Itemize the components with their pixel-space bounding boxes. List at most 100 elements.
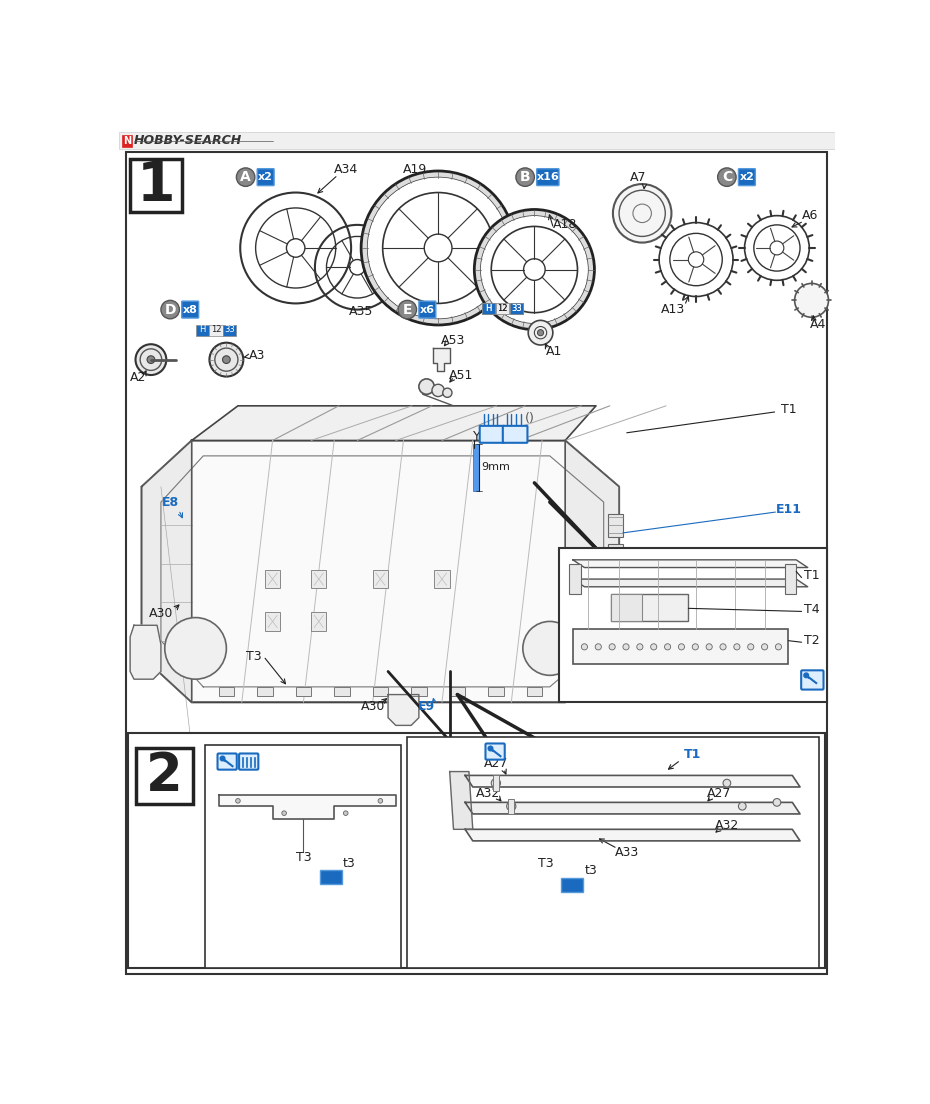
Circle shape	[678, 644, 684, 650]
Text: A7: A7	[630, 171, 646, 183]
Text: A19: A19	[403, 163, 427, 176]
Bar	[493, 775, 499, 790]
Bar	[373, 570, 388, 588]
Text: HOBBY-SEARCH: HOBBY-SEARCH	[134, 135, 242, 148]
Text: E: E	[403, 302, 412, 317]
Text: (: (	[525, 413, 530, 425]
Text: 33: 33	[511, 304, 522, 312]
Text: T3: T3	[538, 858, 553, 870]
Bar	[496, 304, 509, 315]
Text: x2: x2	[739, 172, 754, 182]
Bar	[488, 687, 503, 697]
Polygon shape	[573, 580, 808, 587]
Circle shape	[165, 617, 226, 679]
Circle shape	[723, 779, 731, 787]
Text: Y: Y	[472, 431, 481, 443]
Bar	[122, 135, 132, 147]
Bar	[265, 613, 280, 630]
Circle shape	[209, 342, 244, 376]
Circle shape	[595, 644, 602, 650]
Text: T1: T1	[804, 569, 819, 582]
Circle shape	[488, 746, 493, 751]
Bar	[559, 549, 827, 702]
Bar	[320, 870, 342, 884]
Text: A35: A35	[349, 305, 373, 318]
Text: A4: A4	[809, 318, 826, 331]
Circle shape	[235, 798, 240, 803]
Bar	[496, 304, 509, 315]
Circle shape	[720, 644, 726, 650]
Bar	[611, 594, 688, 622]
Circle shape	[623, 644, 629, 650]
FancyBboxPatch shape	[738, 169, 755, 185]
Text: ): )	[529, 413, 534, 425]
Bar	[607, 544, 623, 567]
Bar	[510, 304, 523, 315]
Text: x6: x6	[419, 305, 435, 315]
Bar	[411, 687, 427, 697]
Text: A32: A32	[476, 787, 500, 799]
Circle shape	[738, 803, 746, 810]
Bar	[311, 570, 326, 588]
Text: A34: A34	[334, 163, 358, 176]
Bar	[407, 737, 819, 968]
Bar	[334, 687, 350, 697]
Polygon shape	[465, 803, 800, 814]
Circle shape	[651, 644, 657, 650]
Text: C: C	[722, 170, 732, 184]
Circle shape	[361, 171, 515, 325]
Circle shape	[161, 300, 179, 319]
FancyBboxPatch shape	[258, 169, 274, 185]
Bar	[607, 575, 623, 598]
Circle shape	[398, 300, 417, 319]
Text: A: A	[240, 170, 251, 184]
FancyBboxPatch shape	[503, 426, 527, 443]
Circle shape	[147, 355, 154, 363]
Circle shape	[804, 673, 808, 678]
Text: A13: A13	[661, 304, 685, 316]
Circle shape	[379, 798, 382, 803]
FancyBboxPatch shape	[418, 301, 436, 318]
FancyBboxPatch shape	[218, 754, 237, 769]
Polygon shape	[465, 775, 800, 787]
FancyBboxPatch shape	[239, 754, 259, 769]
Text: T3: T3	[246, 649, 261, 662]
Text: H: H	[485, 304, 492, 312]
Bar	[607, 513, 623, 537]
Text: T1: T1	[684, 749, 701, 761]
Text: A27: A27	[484, 757, 508, 771]
Text: A1: A1	[545, 346, 562, 359]
Bar	[434, 570, 450, 588]
Bar	[119, 132, 834, 149]
Bar	[472, 444, 479, 490]
Bar	[130, 159, 182, 212]
Circle shape	[491, 226, 578, 312]
Text: A33: A33	[615, 846, 639, 859]
Circle shape	[692, 644, 698, 650]
Text: 33: 33	[224, 325, 235, 335]
Circle shape	[706, 644, 712, 650]
Text: A2: A2	[129, 371, 146, 384]
Text: N: N	[123, 136, 131, 146]
Circle shape	[432, 384, 445, 396]
Text: H: H	[485, 304, 492, 312]
Circle shape	[481, 215, 589, 323]
Circle shape	[282, 810, 286, 816]
Polygon shape	[219, 795, 396, 819]
Bar	[136, 749, 193, 804]
Bar	[219, 687, 234, 697]
Polygon shape	[565, 440, 619, 702]
Bar	[482, 304, 495, 315]
Polygon shape	[573, 560, 808, 567]
Bar	[526, 687, 542, 697]
Polygon shape	[388, 694, 418, 725]
Bar	[205, 744, 401, 968]
Circle shape	[637, 644, 643, 650]
Polygon shape	[465, 829, 800, 841]
Circle shape	[609, 644, 616, 650]
Text: A51: A51	[449, 369, 473, 382]
Circle shape	[665, 644, 671, 650]
Text: A27: A27	[707, 787, 731, 799]
Text: T3: T3	[296, 851, 312, 864]
Circle shape	[794, 284, 829, 317]
